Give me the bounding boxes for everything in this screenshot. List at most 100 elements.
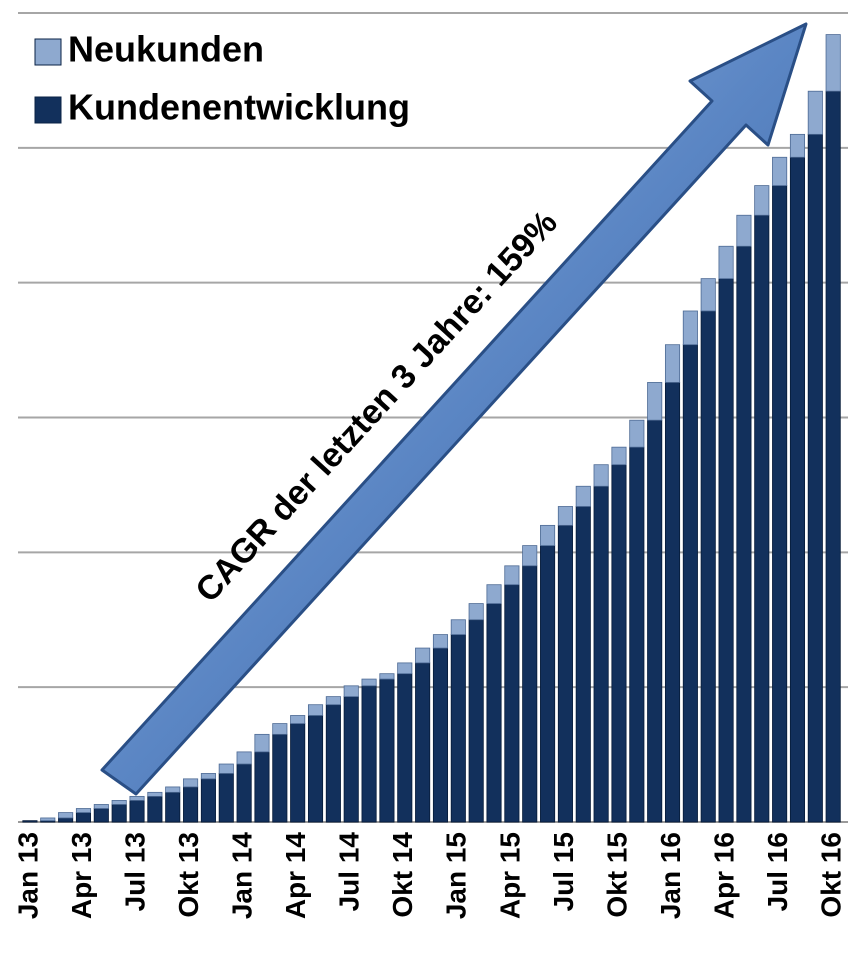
bar-segment — [147, 791, 163, 797]
bar-segment — [736, 214, 752, 247]
bar-segment — [522, 545, 538, 567]
bar-segment — [468, 619, 484, 823]
bar-segment — [736, 245, 752, 823]
bar-segment — [290, 723, 306, 823]
bar-segment — [200, 778, 216, 823]
bar-segment — [825, 34, 841, 92]
legend-label: Kundenentwicklung — [68, 87, 410, 128]
bar-segment — [254, 751, 270, 823]
bar-segment — [165, 786, 181, 793]
x-tick-label: Apr 16 — [708, 832, 739, 919]
bar-segment — [807, 133, 823, 823]
bar-segment — [700, 278, 716, 312]
bar-segment — [629, 419, 645, 448]
legend: Neukunden Kundenentwicklung — [34, 29, 410, 128]
bar-segment — [432, 647, 449, 823]
bar-segment — [468, 603, 484, 621]
bar-segment — [718, 278, 734, 823]
bar-segment — [325, 704, 341, 823]
bar-segment — [254, 733, 270, 753]
x-axis: Jan 13 Apr 13 Jul 13 Okt 13 Jan 14 Apr 14 Jul … — [12, 832, 846, 920]
bar-segment — [415, 662, 431, 823]
x-tick-label: Okt 13 — [173, 832, 204, 918]
bar-segment — [236, 763, 252, 823]
x-tick-label: Okt 15 — [601, 832, 632, 918]
bar-segment — [789, 156, 806, 823]
bar-segment — [754, 185, 770, 216]
legend-swatch — [34, 96, 62, 124]
trend-arrow — [100, 22, 808, 796]
bar-segment — [111, 804, 127, 823]
legend-label: Neukunden — [68, 29, 264, 70]
bar-segment — [218, 773, 234, 823]
bar-segment — [807, 90, 823, 135]
bar-segment — [75, 808, 92, 813]
bar-segment — [183, 786, 199, 823]
bar-segment — [486, 584, 502, 604]
x-tick-label: Jul 16 — [762, 832, 793, 911]
bar-segment — [361, 685, 377, 823]
bar-segment — [647, 419, 663, 823]
bar-segment — [450, 634, 466, 823]
bar-segment — [22, 820, 38, 823]
bar-segment — [236, 751, 252, 765]
bar-segment — [129, 795, 145, 801]
bar-segment — [397, 662, 413, 675]
bar-segment — [200, 773, 216, 780]
x-tick-label: Jul 15 — [548, 832, 579, 911]
legend-swatch — [34, 38, 62, 66]
bar-segment — [165, 791, 181, 823]
x-tick-label: Apr 14 — [280, 832, 311, 920]
bar-segment — [664, 344, 681, 383]
x-tick-label: Jul 13 — [119, 832, 150, 911]
bar-segment — [718, 245, 734, 280]
bar-segment — [361, 678, 377, 687]
bar-segment — [575, 506, 591, 823]
x-tick-label: Jan 15 — [441, 832, 472, 919]
bar-segment — [504, 565, 520, 586]
annotation: CAGR der letzten 3 Jahre: 159% — [188, 204, 565, 610]
bar-segment — [647, 382, 663, 421]
bar-segment — [93, 804, 109, 809]
bar-segment — [147, 795, 163, 823]
x-tick-label: Okt 16 — [816, 832, 847, 918]
bar-segment — [129, 800, 145, 823]
bar-segment — [611, 464, 627, 823]
x-tick-label: Apr 13 — [66, 832, 97, 919]
bar-segment — [397, 673, 413, 823]
bar-segment — [415, 647, 431, 664]
x-tick-label: Jan 13 — [12, 832, 43, 919]
bar-segment — [58, 812, 74, 819]
bar-segment — [307, 704, 324, 716]
bar-segment — [93, 808, 109, 823]
bar-segment — [664, 382, 681, 823]
bar-segment — [450, 619, 466, 635]
bar-segment — [486, 603, 502, 823]
bar-segment — [540, 524, 556, 546]
x-tick-label: Jan 14 — [227, 832, 258, 920]
bar-segment — [504, 584, 520, 823]
bar-segment — [58, 817, 74, 823]
bars — [22, 34, 841, 823]
bar-segment — [593, 485, 609, 823]
bar-segment — [575, 485, 591, 507]
bar-segment — [343, 696, 359, 823]
bar-segment — [379, 673, 395, 680]
bar-segment — [611, 446, 627, 466]
bar-segment — [272, 723, 288, 735]
bar-segment — [432, 634, 449, 649]
bar-segment — [700, 310, 716, 823]
bar-segment — [772, 185, 788, 823]
bar-segment — [40, 817, 56, 822]
bar-segment — [272, 733, 288, 823]
bar-segment — [593, 464, 609, 487]
bar-segment — [379, 678, 395, 823]
bar-segment — [772, 156, 788, 186]
bar-segment — [540, 545, 556, 823]
bar-segment — [789, 133, 806, 158]
bar-segment — [325, 696, 341, 706]
bar-segment — [682, 344, 698, 823]
bar-segment — [307, 715, 324, 823]
bar-segment — [111, 800, 127, 805]
